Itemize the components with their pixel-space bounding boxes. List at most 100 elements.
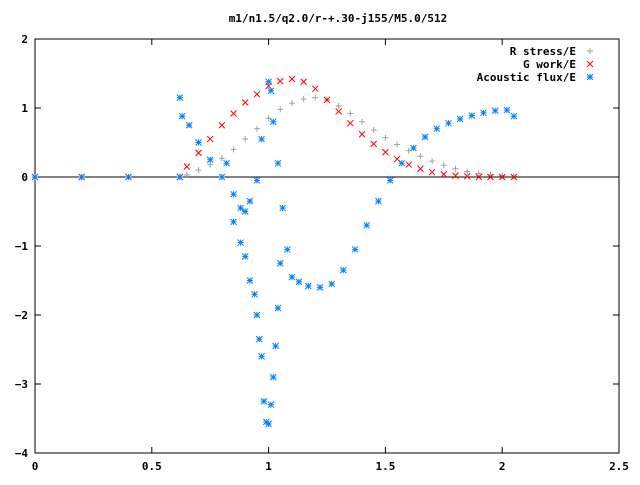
data-point [468,112,476,119]
data-point [269,118,277,126]
data-point [253,311,261,319]
y-tick-label: −2 [15,309,28,322]
data-point [421,133,429,141]
data-point [195,149,202,157]
data-point [267,401,275,409]
data-point [253,177,261,184]
data-point [218,121,226,129]
x-tick-label: 1.5 [375,460,395,473]
data-point [428,168,436,176]
data-point [218,173,226,181]
data-point [347,119,354,127]
data-point [246,197,254,205]
data-point [206,156,214,164]
y-tick-label: −1 [15,240,29,253]
series-1 [31,75,518,181]
data-point [510,112,518,120]
data-point [283,246,291,253]
data-point [31,173,39,181]
data-point [230,218,237,226]
data-point [183,163,191,171]
data-point [503,106,511,114]
data-point [429,158,436,165]
data-point [316,284,324,291]
data-point [386,177,394,184]
data-point [230,110,237,117]
y-tick-label: −4 [15,447,29,460]
data-point [125,173,132,181]
data-point [351,246,359,253]
data-point [452,165,459,172]
data-point [195,139,202,146]
data-point [265,420,272,428]
data-point [405,161,413,168]
data-point [487,173,494,181]
data-point [433,125,441,133]
data-point [265,115,272,122]
y-tick-label: 0 [21,171,28,184]
data-point [246,277,254,284]
data-point [258,135,265,143]
data-point [440,162,447,169]
data-point [475,173,483,181]
data-point [253,125,260,132]
data-point [218,155,225,162]
legend-marker [587,48,593,54]
data-point [274,304,282,312]
data-point [359,118,366,125]
x-tick-label: 2.5 [609,460,629,473]
data-point [253,90,261,98]
legend-label: Acoustic flux/E [477,71,576,84]
data-point [445,119,452,127]
y-tick-label: −3 [15,378,28,391]
x-tick-label: 0.5 [142,460,162,473]
legend-marker [586,73,594,81]
data-point [230,190,237,198]
data-point [277,106,284,113]
data-point [78,173,86,181]
data-point [417,153,424,160]
data-point [339,266,347,274]
data-point [276,259,284,267]
x-tick-label: 1 [265,460,272,473]
data-point [463,172,471,180]
data-point [475,170,482,177]
data-point [272,342,279,350]
axes: 0 0.5 1 1.5 2 2.5 2 1 0 −1 −2 −3 −4 [15,33,629,473]
data-point [394,141,401,148]
data-point [288,75,296,83]
data-point [382,134,389,141]
data-point [300,96,307,103]
data-point [178,112,186,120]
y-tick-label: 1 [21,102,28,115]
data-point [480,109,487,117]
data-point [370,127,377,134]
data-point [499,172,506,179]
data-point [267,87,275,95]
data-point [375,197,382,205]
data-point [255,335,263,343]
data-point [358,130,366,138]
y-tick-label: 2 [21,33,28,46]
data-point [410,144,417,152]
data-point [304,282,312,290]
data-point [241,99,249,106]
data-point [440,170,448,178]
data-point [276,77,284,85]
data-point [312,94,319,101]
data-point [260,397,268,405]
legend-label: R stress/E [510,45,576,58]
legend-marker [586,60,594,68]
data-point [195,167,202,174]
data-point [258,353,265,360]
series-0 [32,94,517,180]
data-point [491,107,499,115]
data-point [335,108,343,115]
data-point [510,173,518,181]
data-point [417,165,424,173]
data-point [288,100,295,107]
data-point [230,146,237,153]
